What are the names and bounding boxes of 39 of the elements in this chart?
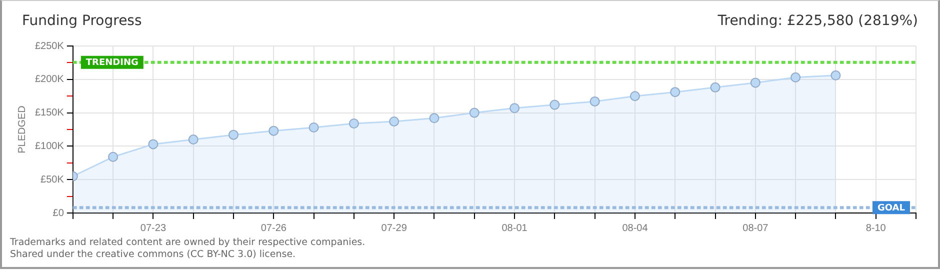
x-tick-label: 08-01 [502, 222, 528, 234]
point [510, 103, 520, 114]
point [750, 78, 760, 88]
point [108, 152, 118, 162]
y-tick-label: £100K [34, 140, 64, 152]
point [268, 126, 279, 136]
x-tick-label: 07-29 [381, 222, 408, 234]
ref-line-label: GOAL [878, 204, 906, 214]
point [550, 100, 560, 110]
y-tick-label: £200K [34, 74, 64, 86]
y-tick-label: £50K [40, 174, 64, 186]
y-tick-label: £0 [52, 208, 64, 219]
y-tick-label: £150K [34, 108, 64, 119]
x-tick-label: 08-07 [742, 222, 769, 234]
point [348, 118, 359, 128]
point [630, 91, 640, 102]
chart-subtitle: Trending: £225,580 (2819%) [718, 13, 918, 29]
x-tick-label: 07-26 [260, 222, 287, 234]
point [469, 108, 480, 118]
point [228, 130, 239, 140]
point [710, 82, 720, 92]
point [188, 134, 198, 145]
text: Trademarks and related content are owned by their respective companies. [10, 237, 366, 248]
point [308, 122, 319, 132]
ref-line-label: TRENDING [86, 58, 138, 68]
point [790, 72, 801, 82]
chart-title: Funding Progress [22, 13, 142, 29]
y-tick-label: £250K [34, 40, 64, 52]
point [670, 87, 680, 98]
point [830, 70, 841, 80]
y-axis-title: PLEDGED [16, 106, 28, 154]
point [148, 139, 158, 150]
text: Shared under the creative commons (CC BY-NC 3.0) license. [10, 249, 296, 260]
x-tick-label: 08-04 [622, 222, 648, 234]
point [389, 116, 400, 126]
x-tick-label: 8-10 [866, 222, 886, 234]
point [429, 113, 440, 124]
x-tick-label: 07-23 [140, 222, 166, 234]
point [590, 96, 600, 106]
